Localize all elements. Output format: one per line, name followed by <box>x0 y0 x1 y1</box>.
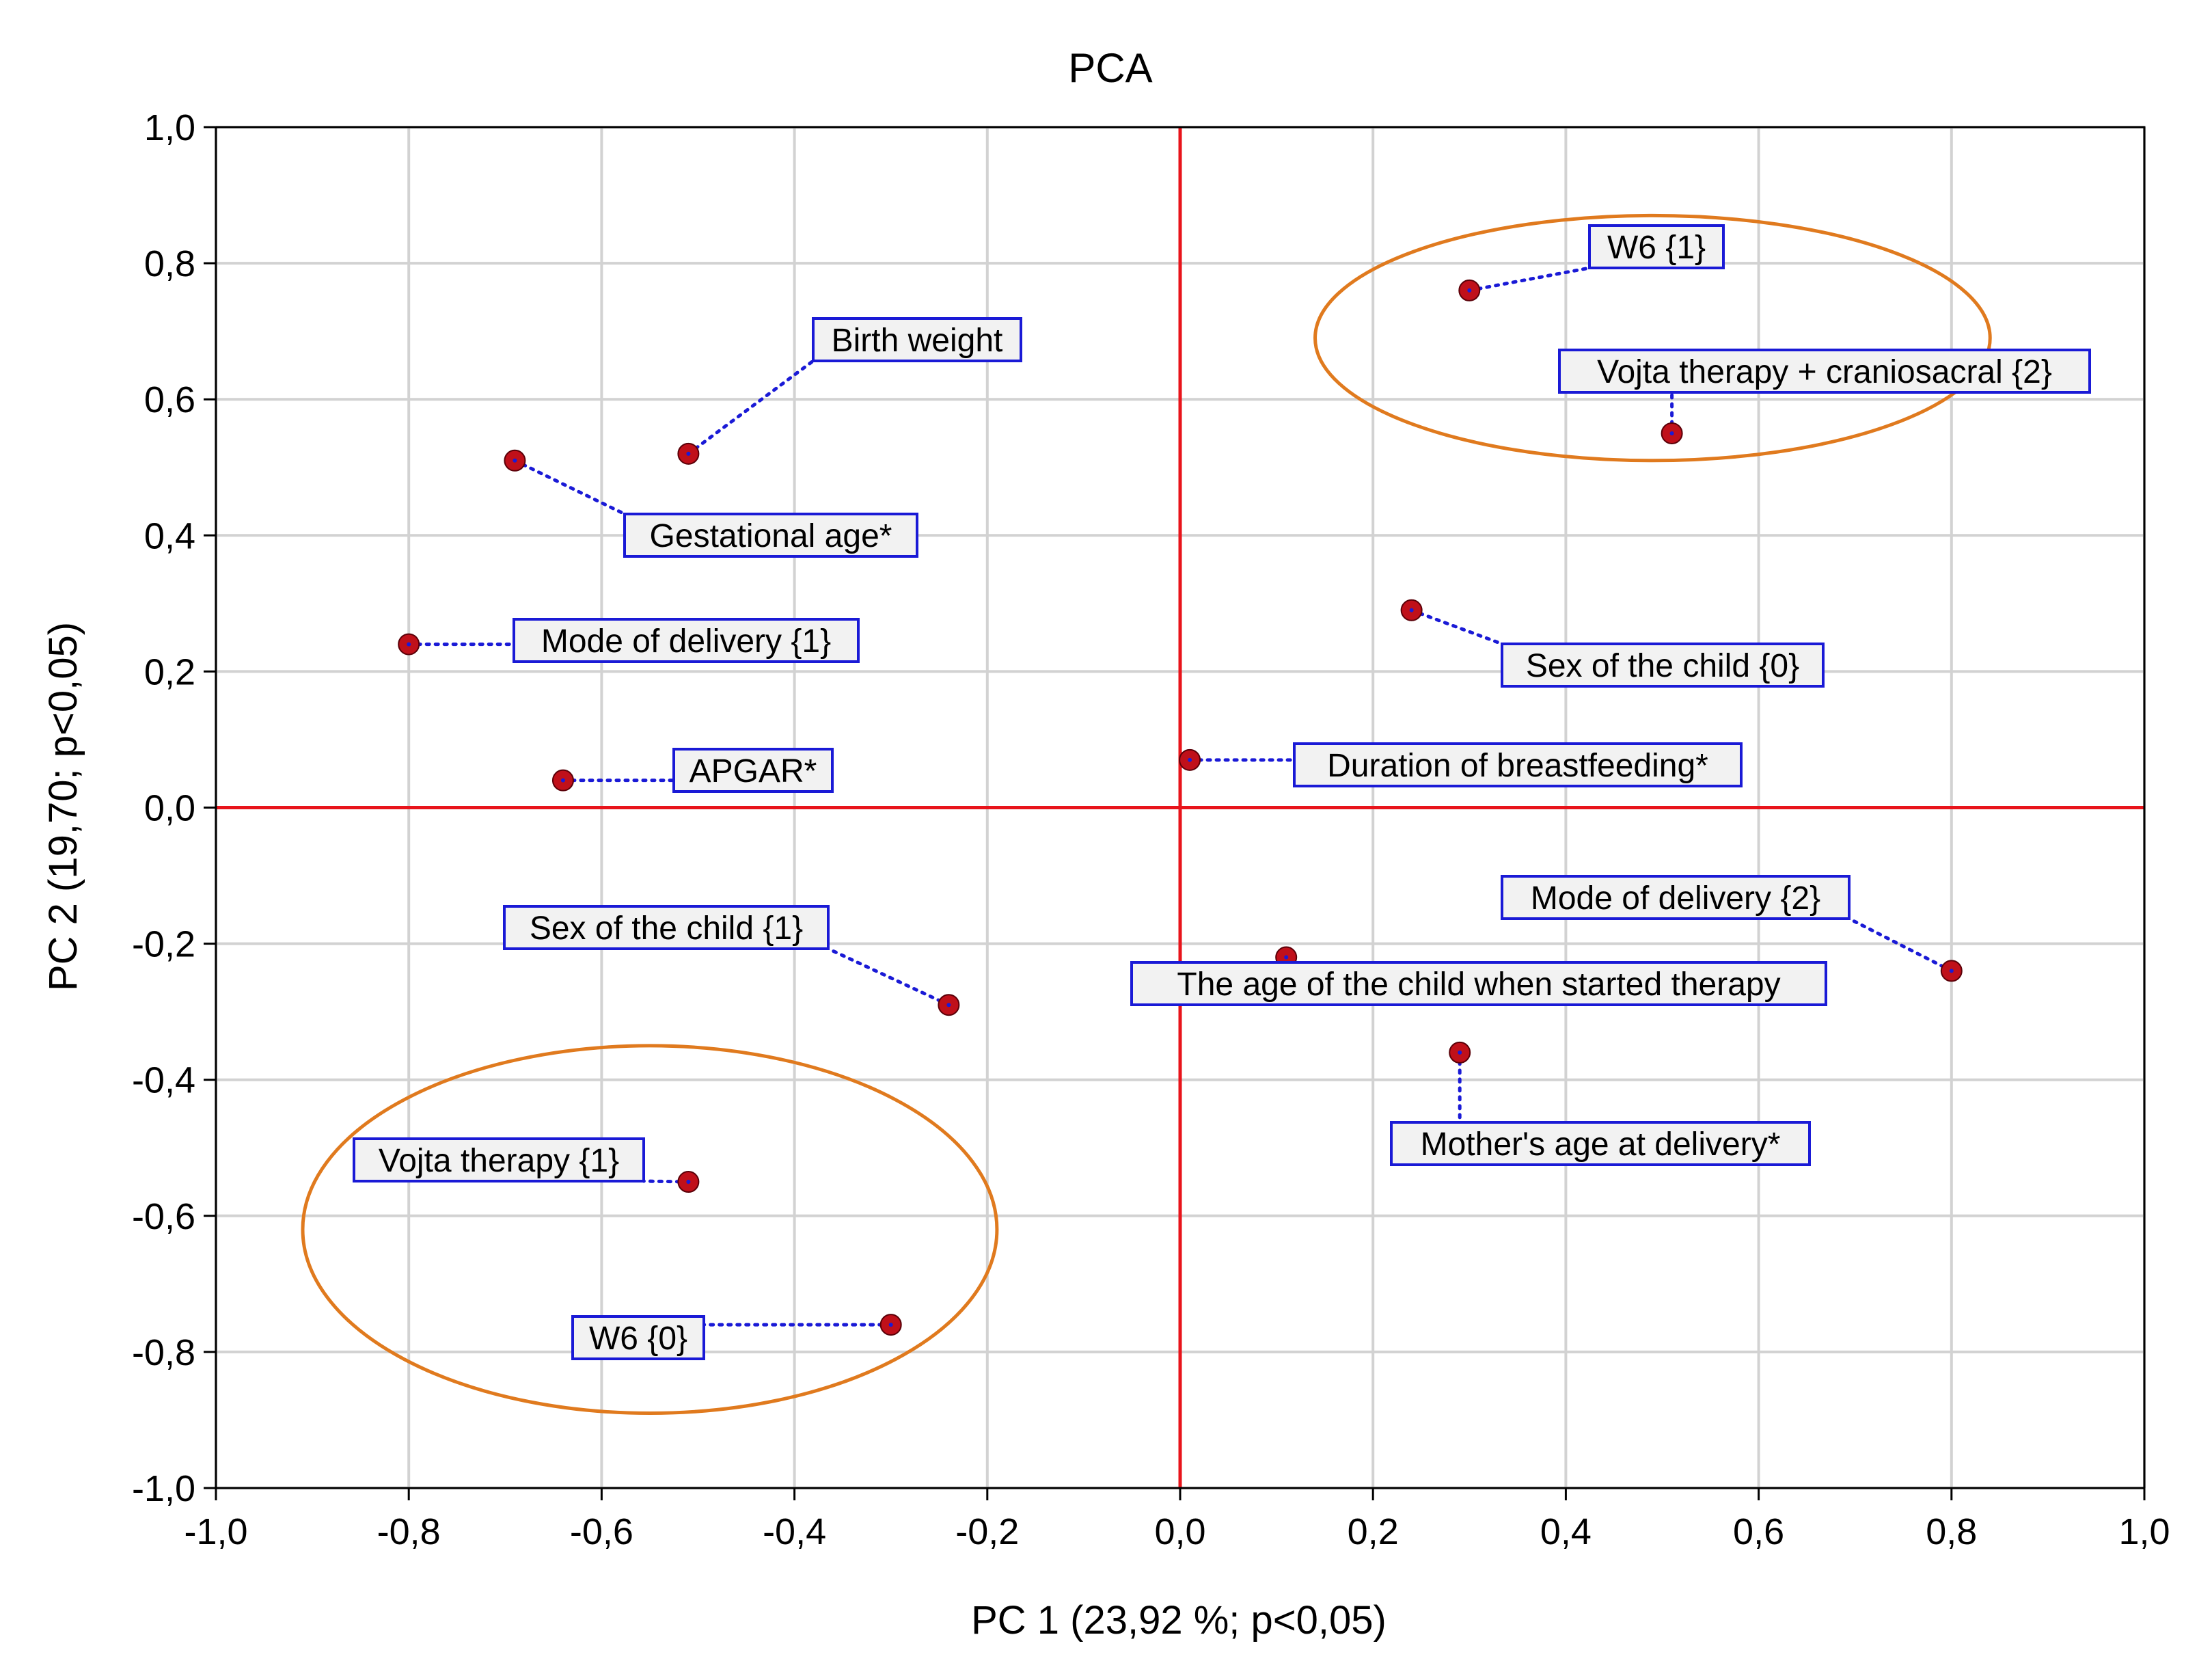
x-tick-label: -0,4 <box>763 1511 826 1552</box>
axis-ticks: -1,0 -0,8 -0,6 -0,4 -0,2 0,0 0,2 0,4 0,6 0,8 1,0 -1… <box>132 107 2170 1552</box>
y-tick-label: -0,6 <box>132 1196 195 1237</box>
point-label: Sex of the child {1} <box>530 910 803 947</box>
point-label-box <box>1293 742 1743 787</box>
y-tick-label: -1,0 <box>132 1468 195 1509</box>
leader-line <box>1410 608 1504 646</box>
y-tick-label: 0,4 <box>144 515 195 556</box>
point-label-box <box>1501 875 1851 920</box>
point-label: Birth weight <box>832 323 1003 359</box>
x-tick-label: 0,6 <box>1733 1511 1784 1552</box>
point-label-box <box>503 905 830 950</box>
point-label-box <box>1558 349 2091 394</box>
point-label-box <box>513 618 860 663</box>
point-label: Vojta therapy + craniosacral {2} <box>1597 354 2052 390</box>
leader-line <box>513 459 627 516</box>
data-point-center <box>1458 1050 1462 1055</box>
chart-title: PCA <box>1068 45 1152 91</box>
data-point-center <box>407 642 411 647</box>
y-tick-label: -0,8 <box>132 1332 195 1373</box>
point-label: Mother's age at delivery* <box>1421 1126 1781 1163</box>
point-label: W6 {1} <box>1607 230 1706 266</box>
x-axis-label: PC 1 (23,92 %; p<0,05) <box>971 1598 1387 1643</box>
y-tick-label: 0,6 <box>144 379 195 420</box>
x-tick-label: 1,0 <box>2118 1511 2170 1552</box>
x-tick-label: 0,8 <box>1926 1511 1977 1552</box>
point-label: Duration of breastfeeding* <box>1327 748 1708 784</box>
point-label-box <box>812 317 1022 362</box>
x-tick-label: -0,6 <box>570 1511 633 1552</box>
point-label-box <box>623 513 918 558</box>
y-tick-label: 0,2 <box>144 651 195 692</box>
point-label-box <box>1130 961 1827 1006</box>
y-tick-label: 1,0 <box>144 107 195 148</box>
point-label: W6 {0} <box>589 1321 687 1357</box>
data-point-center <box>686 451 691 456</box>
point-label-box <box>672 748 834 793</box>
point-label-box <box>1390 1121 1811 1166</box>
cluster-ellipse-1 <box>1313 213 1992 463</box>
point-label: The age of the child when started therap… <box>1177 967 1780 1003</box>
data-point-center <box>1284 955 1289 960</box>
point-label-box <box>1588 224 1725 269</box>
x-tick-label: -0,8 <box>377 1511 441 1552</box>
data-point-center <box>560 778 565 783</box>
data-point-center <box>513 458 517 463</box>
point-label: Mode of delivery {1} <box>541 623 831 660</box>
point-label-box <box>1501 643 1825 688</box>
reference-lines <box>216 127 2144 1488</box>
x-tick-label: 0,4 <box>1540 1511 1592 1552</box>
data-point-center <box>686 1180 691 1185</box>
x-tick-label: -1,0 <box>184 1511 247 1552</box>
point-label: Sex of the child {0} <box>1526 648 1799 684</box>
point-label: Vojta therapy {1} <box>379 1143 619 1179</box>
data-point-center <box>1409 608 1414 612</box>
y-tick-label: 0,8 <box>144 243 195 284</box>
x-tick-label: 0,0 <box>1154 1511 1205 1552</box>
point-label-box <box>353 1137 645 1182</box>
point-label: Gestational age* <box>650 518 892 554</box>
point-labels: W6 {1} Vojta therapy + craniosacral {2} Bi… <box>353 224 2091 1360</box>
data-point-center <box>1188 757 1192 762</box>
y-axis-label: PC 2 (19,70; p<0,05) <box>41 622 85 991</box>
ellipses <box>301 213 1992 1415</box>
x-tick-label: 0,2 <box>1348 1511 1399 1552</box>
leader-line <box>686 359 815 456</box>
point-label: Mode of delivery {2} <box>1531 880 1820 917</box>
leader-line <box>1467 266 1592 293</box>
y-tick-label: -0,2 <box>132 924 195 965</box>
point-label-box <box>571 1315 705 1360</box>
leader-line <box>826 947 951 1007</box>
data-points <box>398 279 1963 1336</box>
data-point-center <box>1467 288 1472 293</box>
data-point-center <box>888 1323 893 1327</box>
leader-line <box>1847 917 1954 973</box>
y-tick-label: -0,4 <box>132 1060 195 1101</box>
y-tick-label: 0,0 <box>144 788 195 829</box>
cluster-ellipse-2 <box>301 1044 999 1415</box>
data-point-center <box>1949 969 1954 973</box>
data-point-center <box>1669 431 1674 435</box>
data-point-center <box>946 1003 951 1008</box>
point-label: APGAR* <box>689 753 817 789</box>
x-tick-label: -0,2 <box>955 1511 1019 1552</box>
